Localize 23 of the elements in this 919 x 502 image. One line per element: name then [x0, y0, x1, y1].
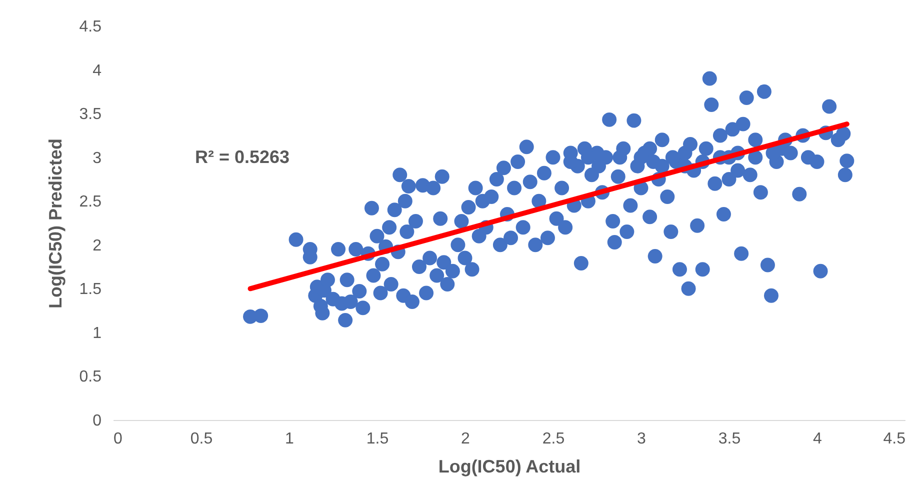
- x-tick-label: 2.5: [542, 430, 565, 448]
- y-tick-label: 0.5: [79, 368, 102, 386]
- y-axis-title: Log(IC50) Predicted: [45, 138, 66, 309]
- y-tick-label: 3: [92, 150, 102, 167]
- y-tick-label: 2.5: [79, 194, 102, 211]
- x-tick-label: 0.5: [190, 430, 213, 448]
- x-tick-label: 1.5: [366, 430, 389, 448]
- y-tick-label: 4.5: [79, 18, 102, 36]
- x-axis-title: Log(IC50) Actual: [438, 456, 581, 476]
- x-tick-label: 0: [114, 430, 122, 448]
- x-tick-label: 1: [285, 430, 294, 448]
- y-tick-label: 1.5: [79, 281, 102, 298]
- x-tick-label: 3.5: [718, 430, 741, 448]
- x-tick-label: 2: [461, 430, 470, 448]
- x-tick-label: 4: [813, 430, 822, 448]
- y-tick-label: 0: [92, 412, 102, 430]
- y-tick-label: 2: [92, 237, 102, 254]
- y-tick-label: 1: [92, 324, 102, 342]
- x-tick-label: 4.5: [883, 430, 906, 448]
- y-tick-label: 4: [92, 62, 102, 80]
- x-tick-label: 3: [637, 430, 646, 448]
- annotation: R² = 0.5263: [195, 147, 290, 167]
- y-tick-label: 3.5: [79, 106, 102, 124]
